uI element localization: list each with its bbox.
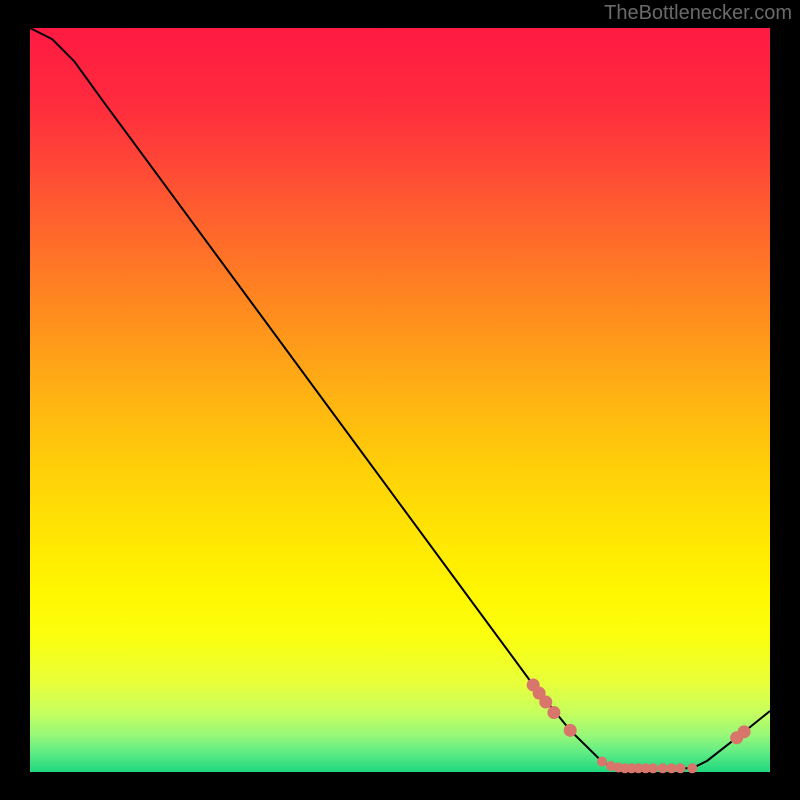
data-marker [547, 706, 560, 719]
data-marker [539, 696, 552, 709]
data-marker [564, 724, 577, 737]
plot-background [30, 28, 770, 772]
data-marker [667, 763, 677, 773]
data-marker [658, 763, 668, 773]
bottleneck-curve-chart [0, 0, 800, 800]
data-marker [648, 763, 658, 773]
data-marker [675, 763, 685, 773]
data-marker [738, 725, 751, 738]
chart-container: TheBottlenecker.com [0, 0, 800, 800]
watermark-text: TheBottlenecker.com [604, 2, 792, 25]
data-marker [687, 763, 697, 773]
data-marker [597, 757, 607, 767]
